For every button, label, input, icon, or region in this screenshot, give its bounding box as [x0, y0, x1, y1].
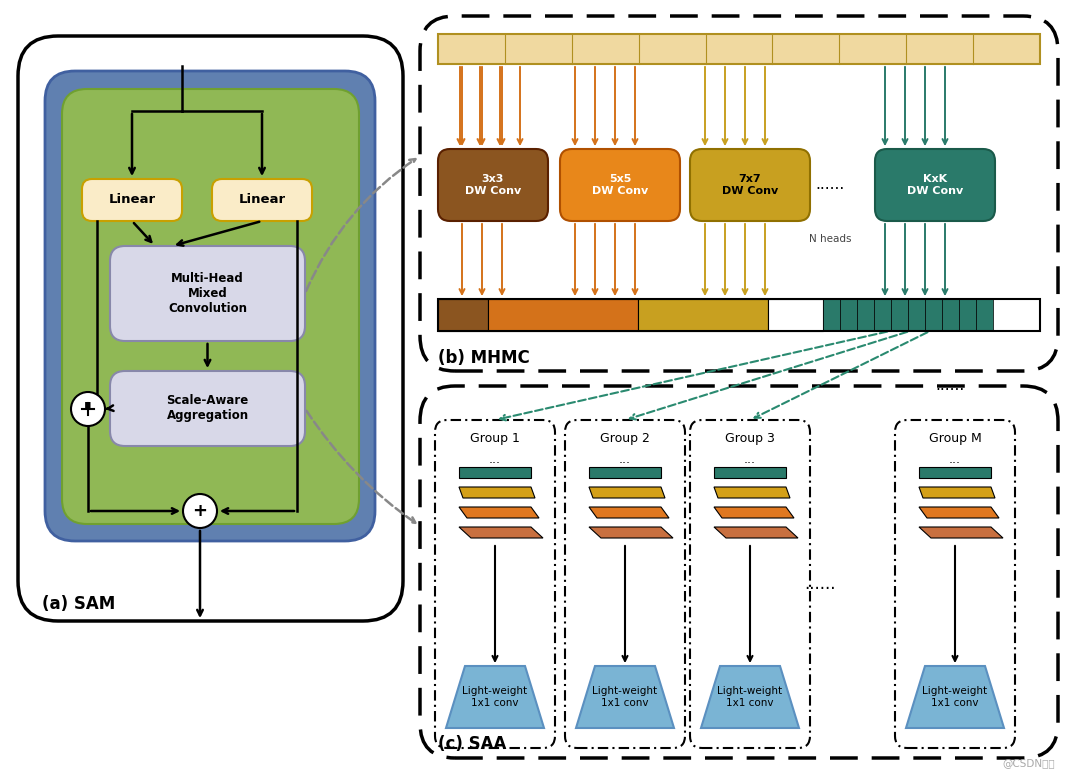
FancyBboxPatch shape	[438, 149, 548, 221]
Polygon shape	[919, 507, 999, 518]
Text: Group 3: Group 3	[725, 432, 775, 445]
Bar	[891, 299, 908, 331]
Polygon shape	[589, 467, 661, 478]
Text: Linear: Linear	[239, 193, 285, 206]
Polygon shape	[714, 467, 786, 478]
Text: KxK
DW Conv: KxK DW Conv	[907, 174, 963, 196]
Text: Multi-Head
Mixed
Convolution: Multi-Head Mixed Convolution	[168, 272, 247, 315]
Text: Group 1: Group 1	[470, 432, 519, 445]
Bar	[942, 299, 959, 331]
Text: Group M: Group M	[929, 432, 982, 445]
Polygon shape	[906, 666, 1004, 728]
Polygon shape	[714, 507, 794, 518]
Polygon shape	[589, 487, 665, 498]
FancyBboxPatch shape	[18, 36, 403, 621]
FancyBboxPatch shape	[690, 149, 810, 221]
Bar	[976, 299, 993, 331]
Text: N heads: N heads	[809, 234, 851, 244]
Circle shape	[183, 494, 217, 528]
Polygon shape	[459, 467, 531, 478]
Text: ...: ...	[619, 453, 631, 466]
Text: Light-weight
1x1 conv: Light-weight 1x1 conv	[462, 686, 527, 708]
Polygon shape	[589, 527, 673, 538]
Polygon shape	[459, 527, 543, 538]
FancyBboxPatch shape	[565, 420, 685, 748]
Text: (b) MHMC: (b) MHMC	[438, 349, 530, 367]
Text: (a) SAM: (a) SAM	[42, 595, 116, 613]
Bar	[959, 299, 976, 331]
Polygon shape	[701, 666, 799, 728]
Text: ......: ......	[815, 178, 845, 192]
Text: Scale-Aware
Aggregation: Scale-Aware Aggregation	[166, 394, 248, 422]
FancyBboxPatch shape	[82, 179, 183, 221]
Text: Light-weight
1x1 conv: Light-weight 1x1 conv	[593, 686, 658, 708]
Polygon shape	[919, 467, 991, 478]
FancyBboxPatch shape	[62, 89, 359, 524]
Bar	[488, 299, 638, 331]
Bar	[924, 299, 942, 331]
FancyBboxPatch shape	[420, 386, 1058, 758]
Bar	[438, 299, 1040, 331]
FancyBboxPatch shape	[875, 149, 995, 221]
Bar	[874, 299, 891, 331]
Text: 7x7
DW Conv: 7x7 DW Conv	[721, 174, 778, 196]
Polygon shape	[459, 507, 539, 518]
Bar	[858, 299, 874, 331]
Polygon shape	[459, 487, 535, 498]
Bar	[438, 299, 488, 331]
Text: ...: ...	[744, 453, 756, 466]
Bar	[908, 299, 924, 331]
Polygon shape	[576, 666, 674, 728]
Text: +: +	[192, 502, 207, 520]
Text: (c) SAA: (c) SAA	[438, 735, 507, 753]
Polygon shape	[919, 487, 995, 498]
Text: Light-weight
1x1 conv: Light-weight 1x1 conv	[717, 686, 783, 708]
Polygon shape	[714, 527, 798, 538]
Polygon shape	[919, 527, 1003, 538]
Polygon shape	[589, 507, 669, 518]
FancyBboxPatch shape	[212, 179, 312, 221]
Polygon shape	[446, 666, 544, 728]
Bar	[823, 299, 840, 331]
Bar	[438, 34, 1040, 64]
Text: 3x3
DW Conv: 3x3 DW Conv	[464, 174, 522, 196]
Text: ......: ......	[805, 575, 836, 593]
FancyBboxPatch shape	[110, 246, 305, 341]
FancyBboxPatch shape	[45, 71, 375, 541]
Text: Linear: Linear	[108, 193, 156, 206]
Circle shape	[71, 392, 105, 426]
FancyBboxPatch shape	[435, 420, 555, 748]
FancyBboxPatch shape	[895, 420, 1015, 748]
Text: ......: ......	[935, 379, 964, 393]
Text: Light-weight
1x1 conv: Light-weight 1x1 conv	[922, 686, 987, 708]
Bar	[638, 299, 768, 331]
Text: ...: ...	[949, 453, 961, 466]
Bar	[768, 299, 823, 331]
FancyBboxPatch shape	[690, 420, 810, 748]
Bar	[840, 299, 858, 331]
Text: ...: ...	[489, 453, 501, 466]
Text: Group 2: Group 2	[600, 432, 650, 445]
Text: @CSDN博客: @CSDN博客	[1002, 758, 1055, 768]
Text: 5x5
DW Conv: 5x5 DW Conv	[592, 174, 648, 196]
Text: ·: ·	[82, 393, 94, 422]
FancyBboxPatch shape	[561, 149, 680, 221]
FancyBboxPatch shape	[110, 371, 305, 446]
Polygon shape	[714, 487, 789, 498]
FancyBboxPatch shape	[420, 16, 1058, 371]
